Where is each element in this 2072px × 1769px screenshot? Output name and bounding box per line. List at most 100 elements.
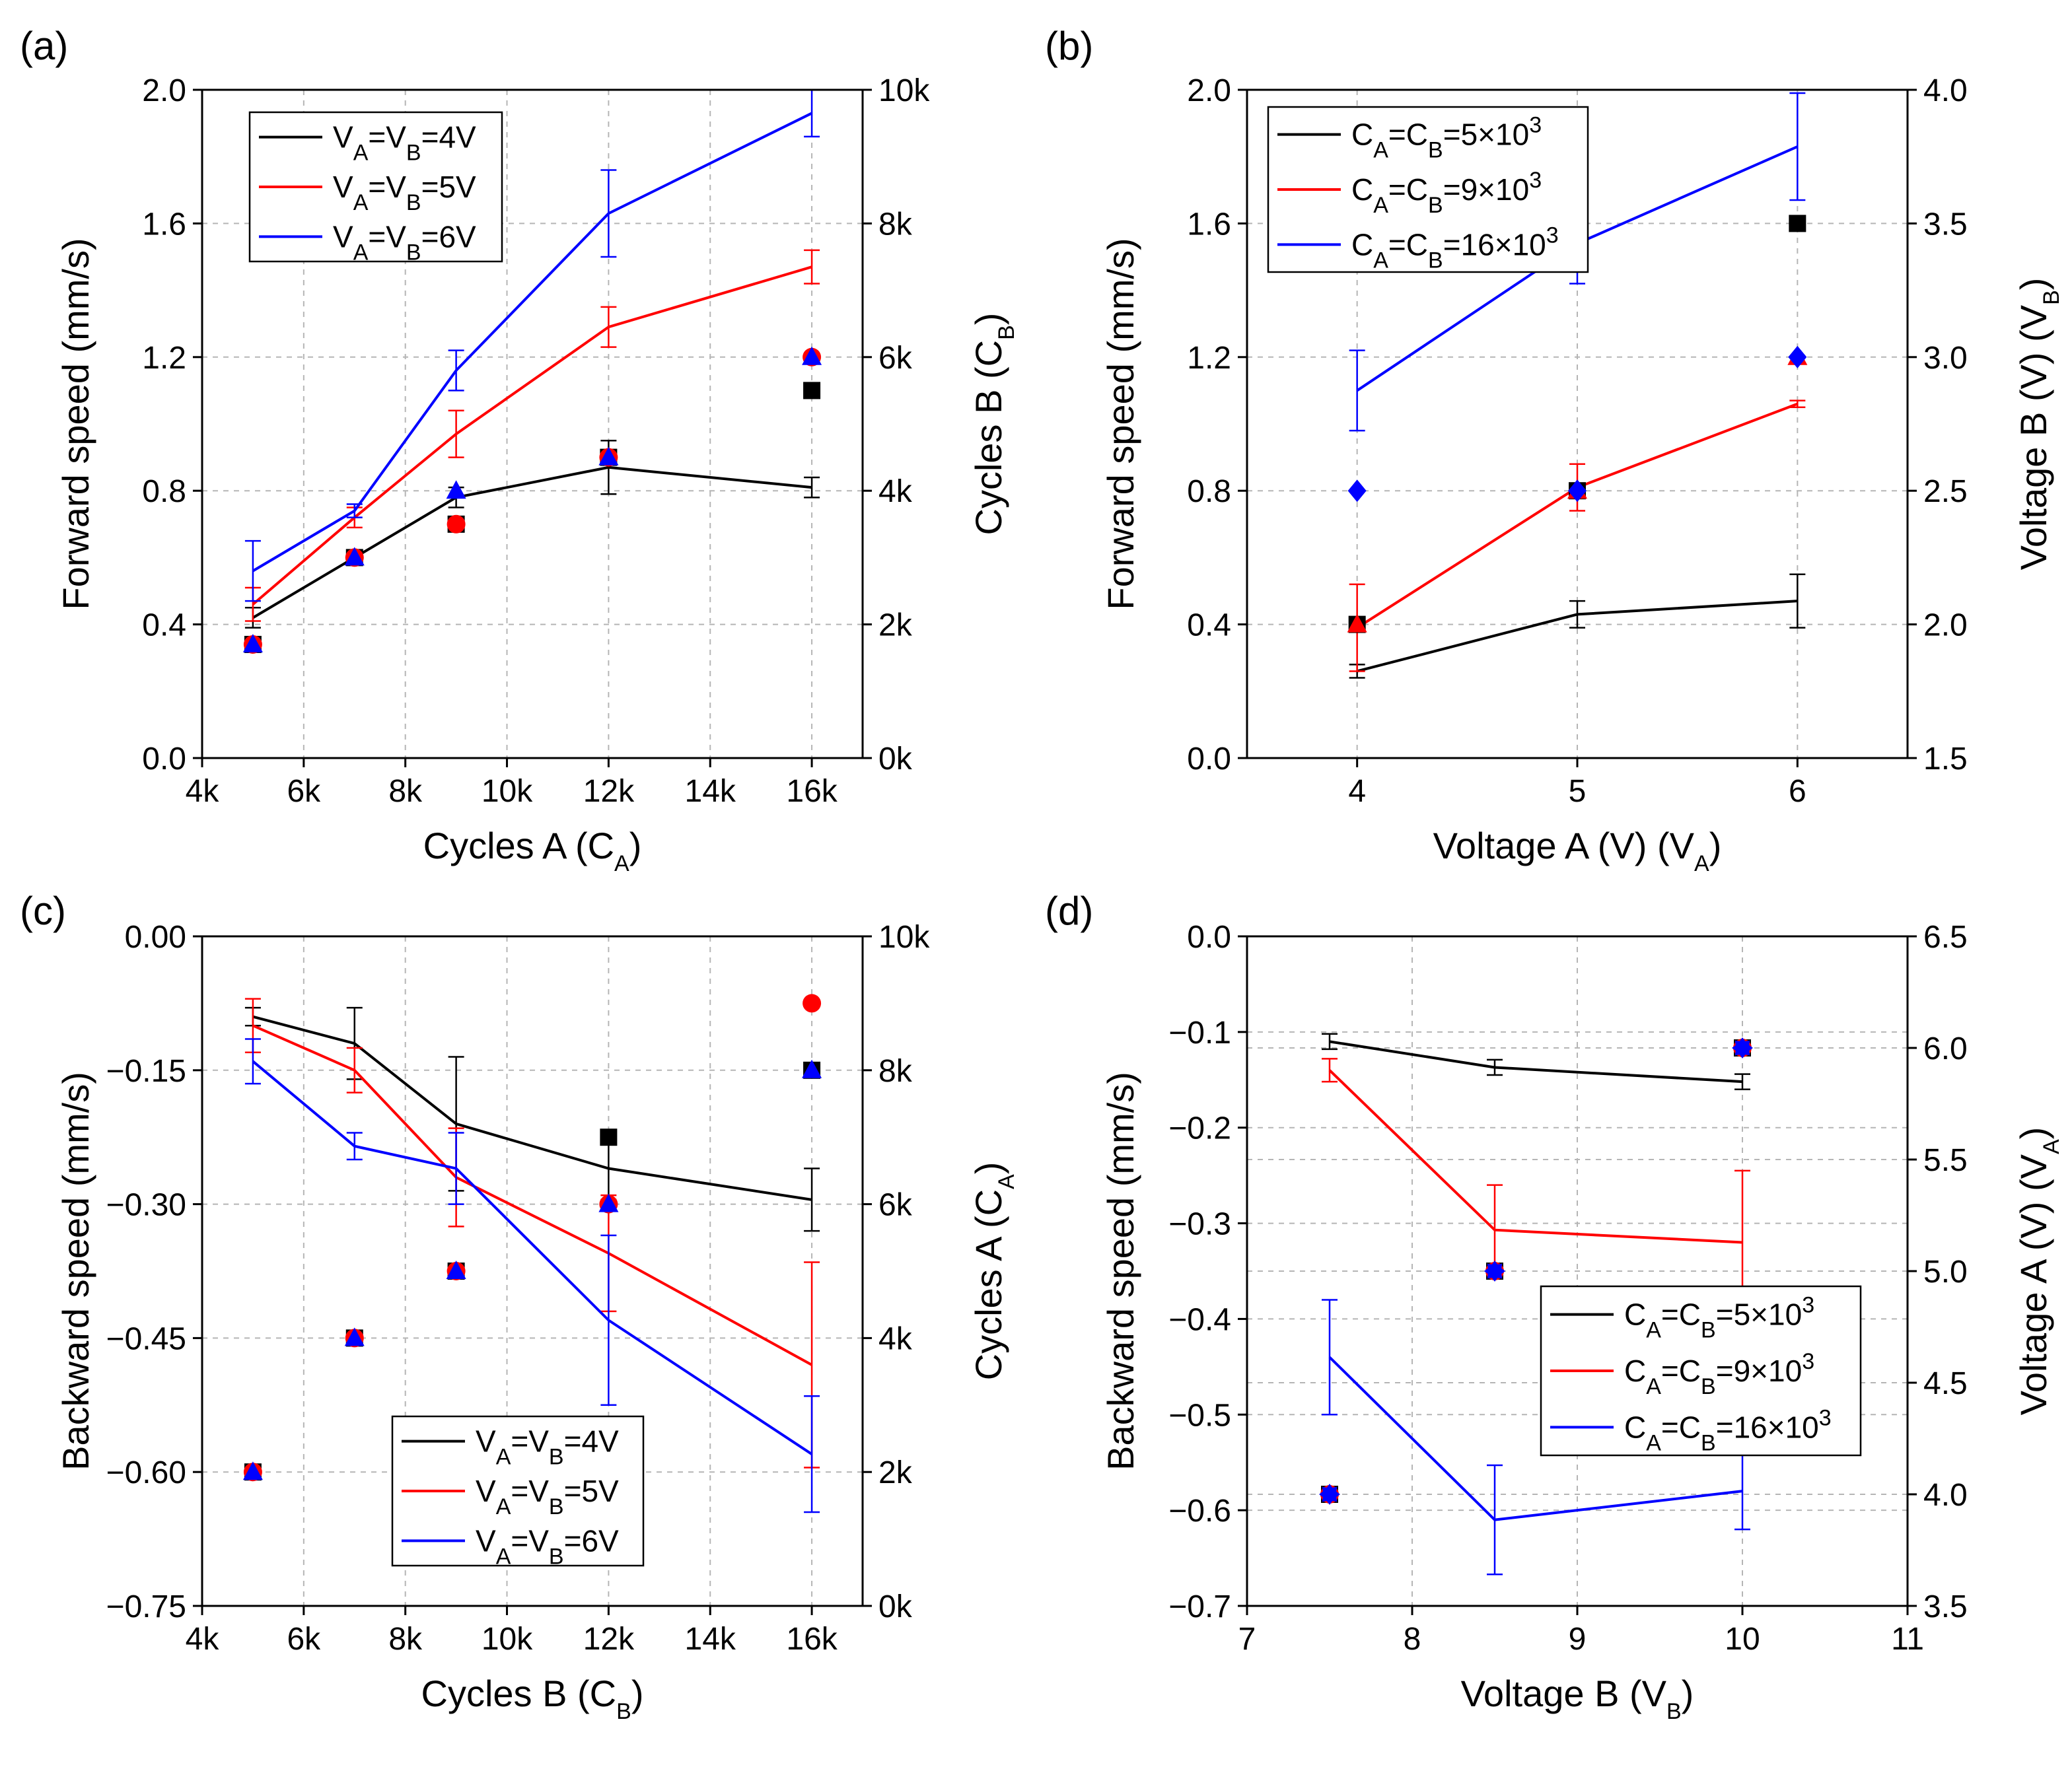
y-tick-label: −0.45 — [106, 1321, 186, 1356]
y2-tick-label: 5.5 — [1923, 1143, 1968, 1178]
marker-square — [600, 1128, 618, 1146]
x-tick-label: 5 — [1569, 774, 1587, 809]
marker-triangle — [802, 346, 822, 365]
x-tick-label: 8k — [388, 774, 423, 809]
y-tick-label: 2.0 — [142, 73, 186, 108]
marker-circle — [447, 514, 466, 534]
legend-label: VA=VB=4V — [476, 1424, 619, 1470]
y-tick-label: 0.0 — [1187, 742, 1231, 777]
y-tick-label: 0.4 — [1187, 608, 1231, 643]
error-bar — [346, 1132, 363, 1161]
chart-panel-b: 4 5 6 0.0 0.4 0.8 1.2 1.6 2.0 1.5 2.0 2.5 3.0 3.5 4.0 V… — [1045, 24, 2064, 876]
y2-tick-label: 2.0 — [1923, 608, 1968, 643]
x-axis-label: Voltage B (VB) — [1461, 1673, 1694, 1724]
y-tick-label: 1.2 — [1187, 341, 1231, 376]
legend-label: CA=CB=5×103 — [1624, 1293, 1814, 1343]
y-tick-label: 1.6 — [1187, 207, 1231, 242]
y-tick-label: 1.2 — [142, 341, 186, 376]
error-bar — [448, 349, 464, 392]
y2-tick-label: 0k — [878, 742, 913, 777]
y-axis-label: Forward speed (mm/s) — [55, 238, 96, 609]
y-tick-label: −0.4 — [1168, 1302, 1231, 1337]
error-bar — [448, 409, 464, 458]
y2-tick-label: 8k — [878, 1054, 913, 1089]
legend-label: VA=VB=4V — [333, 120, 476, 166]
x-tick-label: 10k — [482, 774, 533, 809]
panel-label: (c) — [20, 889, 66, 933]
y2-tick-label: 4.0 — [1923, 73, 1968, 108]
y-tick-label: −0.75 — [106, 1589, 186, 1624]
y2-axis-label: Voltage A (V) (VA) — [2013, 1127, 2064, 1416]
y-tick-label: −0.60 — [106, 1455, 186, 1490]
x-axis-label: Cycles B (CB) — [421, 1673, 644, 1724]
marker-square — [1789, 215, 1806, 232]
x-tick-label: 8k — [388, 1622, 423, 1657]
y2-tick-label: 3.5 — [1923, 1589, 1968, 1624]
marker-star — [1484, 1261, 1505, 1282]
legend-label: VA=VB=6V — [476, 1523, 619, 1569]
y2-tick-label: 4k — [878, 474, 913, 509]
error-bar — [448, 1132, 464, 1205]
y2-tick-label: 4.5 — [1923, 1366, 1968, 1401]
y-tick-label: −0.30 — [106, 1188, 186, 1223]
marker-triangle — [446, 480, 466, 499]
x-tick-label: 10 — [1725, 1622, 1760, 1657]
x-tick-label: 4 — [1348, 774, 1366, 809]
y-tick-label: 0.00 — [125, 920, 186, 955]
y2-tick-label: 0k — [878, 1589, 913, 1624]
x-tick-label: 9 — [1569, 1622, 1587, 1657]
marker-triangle — [446, 1261, 466, 1279]
y2-tick-label: 6k — [878, 341, 913, 376]
marker-diamond — [1568, 479, 1587, 503]
x-tick-label: 6k — [287, 774, 321, 809]
y-tick-label: −0.5 — [1168, 1398, 1231, 1433]
legend-label: CA=CB=16×103 — [1351, 223, 1559, 273]
y-tick-label: 1.6 — [142, 207, 186, 242]
plot-frame — [201, 88, 864, 759]
error-bar — [1322, 1033, 1338, 1051]
x-tick-label: 4k — [186, 774, 220, 809]
error-bar — [600, 169, 617, 258]
error-bar — [244, 1038, 261, 1085]
marker-triangle — [242, 1461, 263, 1480]
error-bar — [1487, 1464, 1503, 1576]
chart-panel-a: 4k 6k 8k 10k 12k 14k 16k 0.0 0.4 0.8 1.2 1.6 2.0 0k 2k… — [20, 24, 1019, 876]
y-tick-label: 2.0 — [1187, 73, 1231, 108]
x-tick-label: 16k — [786, 774, 838, 809]
error-bar — [804, 88, 820, 138]
series-line-d-1 — [1328, 1069, 1743, 1244]
y-tick-label: −0.1 — [1168, 1016, 1231, 1051]
legend-label: VA=VB=5V — [476, 1474, 619, 1519]
marker-triangle — [598, 1193, 619, 1212]
legend-label: CA=CB=9×103 — [1624, 1349, 1814, 1399]
y-tick-label: 0.4 — [142, 608, 186, 643]
y2-tick-label: 8k — [878, 207, 913, 242]
x-tick-label: 10k — [482, 1622, 533, 1657]
y-tick-label: −0.6 — [1168, 1494, 1231, 1529]
y-tick-label: −0.2 — [1168, 1111, 1231, 1146]
y-tick-label: 0.0 — [1187, 920, 1231, 955]
chart-panel-d: 7 8 9 10 11 −0.7 −0.6 −0.5 −0.4 −0.3 −0.2 −0.1 0.0 3.… — [1045, 889, 2064, 1724]
y2-tick-label: 4.0 — [1923, 1478, 1968, 1513]
y2-tick-label: 3.5 — [1923, 207, 1968, 242]
error-bar — [804, 1395, 820, 1513]
panel-label: (b) — [1045, 24, 1093, 68]
legend-label: CA=CB=9×103 — [1351, 168, 1542, 218]
y-axis-label: Forward speed (mm/s) — [1100, 238, 1141, 609]
x-tick-label: 16k — [786, 1622, 838, 1657]
error-bar — [346, 503, 363, 518]
series-line-a-0 — [252, 466, 812, 619]
legend-label: VA=VB=5V — [333, 170, 476, 215]
y2-tick-label: 2.5 — [1923, 474, 1968, 509]
x-tick-label: 6k — [287, 1622, 321, 1657]
y-tick-label: 0.8 — [1187, 474, 1231, 509]
error-bar — [1734, 1073, 1750, 1091]
marker-diamond — [1347, 479, 1367, 503]
panel-label: (d) — [1045, 889, 1093, 933]
panel-label: (a) — [20, 24, 68, 68]
y-tick-label: −0.7 — [1168, 1589, 1231, 1624]
y2-tick-label: 10k — [878, 920, 930, 955]
y-axis-label: Backward speed (mm/s) — [1100, 1072, 1141, 1471]
